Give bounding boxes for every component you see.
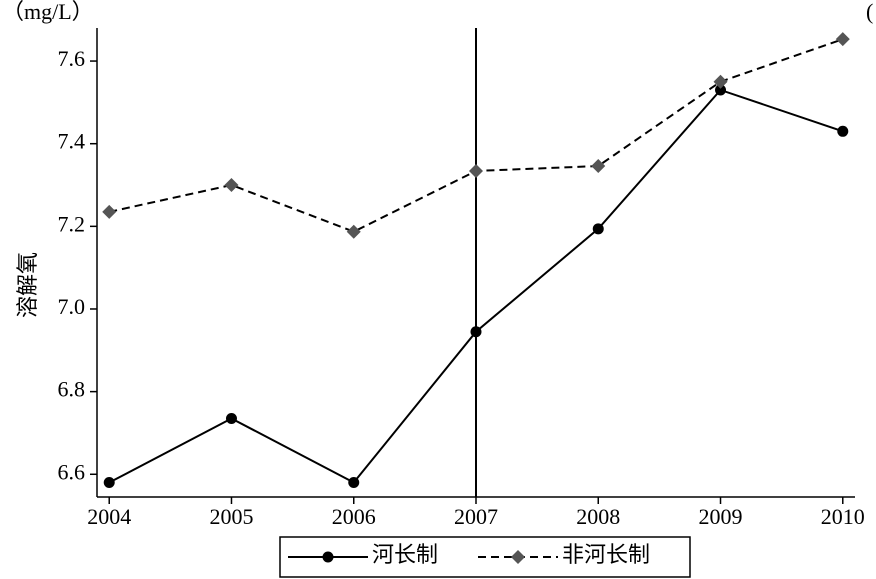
y-tick-label: 7.4: [58, 129, 86, 154]
point: [469, 163, 483, 178]
point: [225, 412, 237, 424]
legend-marker: [511, 550, 525, 564]
legend-box: [279, 536, 691, 578]
x-tick-label: 2007: [454, 504, 498, 529]
y-axis-label: 溶解氧: [15, 252, 40, 318]
legend-marker: [322, 551, 334, 563]
point: [348, 477, 360, 489]
legend-label: 非河长制: [562, 542, 650, 567]
point: [715, 84, 727, 96]
point: [713, 74, 728, 89]
x-tick-label: 2010: [821, 504, 865, 529]
y-unit-label: （mg/L）: [2, 0, 94, 24]
legend-label: 河长制: [372, 542, 438, 567]
x-tick-label: 2008: [576, 504, 620, 529]
point: [592, 223, 604, 235]
point: [224, 178, 239, 193]
y-tick-label: 7.6: [58, 46, 86, 71]
point: [470, 326, 482, 338]
x-tick-label: 2006: [332, 504, 376, 529]
corner-text: (: [866, 0, 873, 24]
y-tick-label: 7.2: [58, 211, 86, 236]
y-tick-label: 6.6: [58, 459, 86, 484]
x-tick-label: 2005: [209, 504, 253, 529]
point: [835, 32, 850, 47]
point: [837, 125, 849, 137]
point: [102, 204, 117, 219]
x-tick-label: 2004: [87, 504, 131, 529]
point: [591, 159, 606, 174]
point: [346, 224, 361, 239]
y-tick-label: 7.0: [58, 294, 86, 319]
point: [103, 477, 115, 489]
y-tick-label: 6.8: [58, 377, 86, 402]
x-tick-label: 2009: [699, 504, 743, 529]
